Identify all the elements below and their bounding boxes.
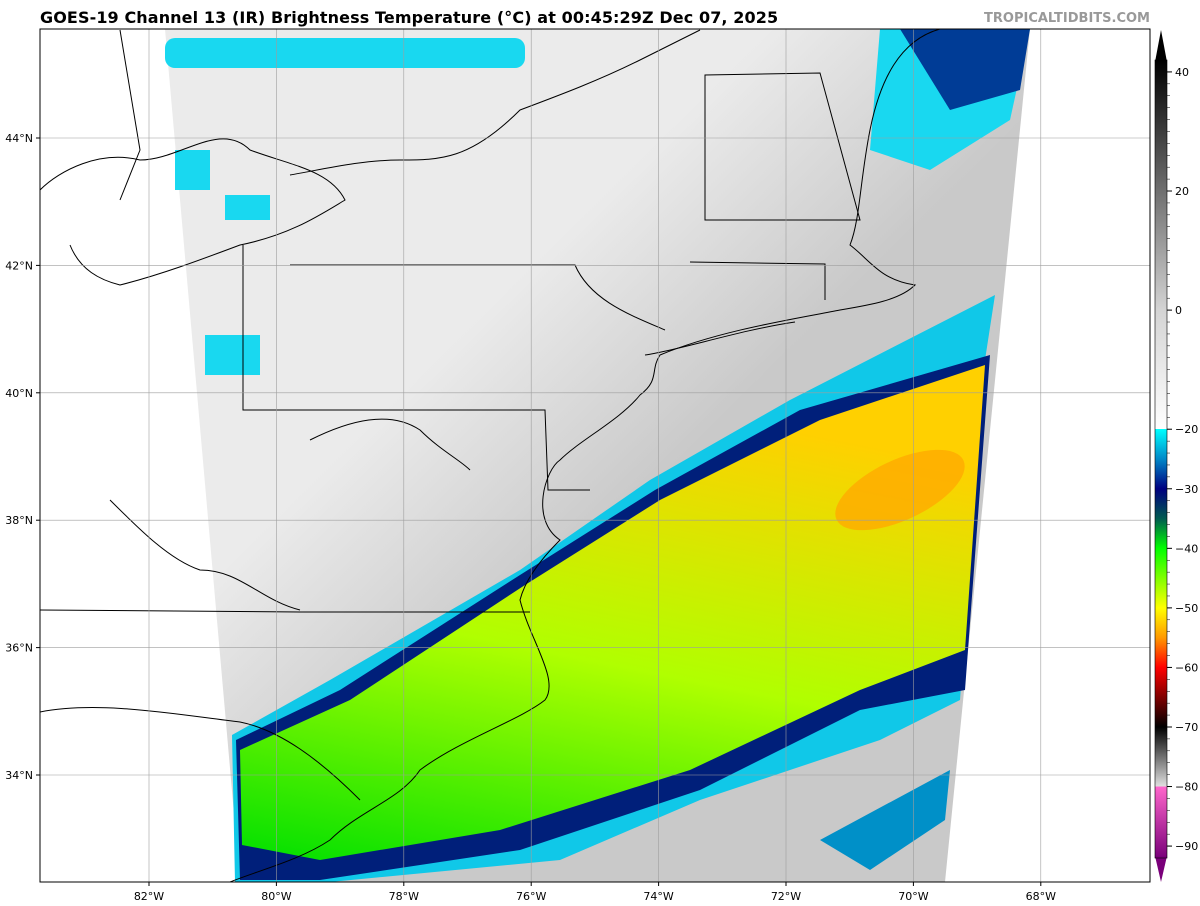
colorbar-outline — [1154, 59, 1168, 859]
colorbar-min-extend — [1155, 856, 1167, 882]
lat-label: 44°N — [5, 132, 33, 145]
lon-label: 68°W — [1026, 890, 1056, 903]
colorbar-label: −40 — [1175, 542, 1198, 555]
colorbar-label: 40 — [1175, 66, 1189, 79]
lat-label: 38°N — [5, 514, 33, 527]
graticule — [40, 29, 1150, 882]
colorbar-label: −30 — [1175, 483, 1198, 496]
lon-label: 78°W — [389, 890, 419, 903]
colorbar: 40 20 0 −20 −30 −40 −50 −60 −70 −80 −90 — [1154, 30, 1198, 882]
lat-label: 34°N — [5, 769, 33, 782]
cloud-coldest-region — [835, 449, 965, 531]
cloud-cyan-southeast — [820, 770, 950, 870]
brand-watermark: TROPICALTIDBITS.COM — [984, 11, 1150, 26]
colorbar-label: −80 — [1175, 781, 1198, 794]
map-title: GOES-19 Channel 13 (IR) Brightness Tempe… — [40, 8, 779, 27]
colorbar-gradient — [1155, 60, 1167, 858]
colorbar-label: −60 — [1175, 661, 1198, 674]
colorbar-max-extend — [1155, 30, 1167, 62]
map-frame — [39, 28, 1151, 883]
cloud-navy-northeast — [900, 29, 1030, 110]
colorbar-label: −50 — [1175, 602, 1198, 615]
lat-label: 42°N — [5, 259, 33, 272]
colorbar-label: −20 — [1175, 423, 1198, 436]
coastlines — [40, 29, 941, 882]
lon-label: 72°W — [771, 890, 801, 903]
lon-label: 82°W — [134, 890, 164, 903]
cloud-band-core — [240, 365, 985, 860]
lon-label: 76°W — [516, 890, 546, 903]
lon-label: 74°W — [643, 890, 673, 903]
colorbar-label: 0 — [1175, 304, 1182, 317]
colorbar-label: 20 — [1175, 185, 1189, 198]
colorbar-label: −90 — [1175, 840, 1198, 853]
lon-label: 70°W — [898, 890, 928, 903]
lon-label: 80°W — [261, 890, 291, 903]
lat-label: 40°N — [5, 387, 33, 400]
lat-label: 36°N — [5, 642, 33, 655]
colorbar-label: −70 — [1175, 721, 1198, 734]
